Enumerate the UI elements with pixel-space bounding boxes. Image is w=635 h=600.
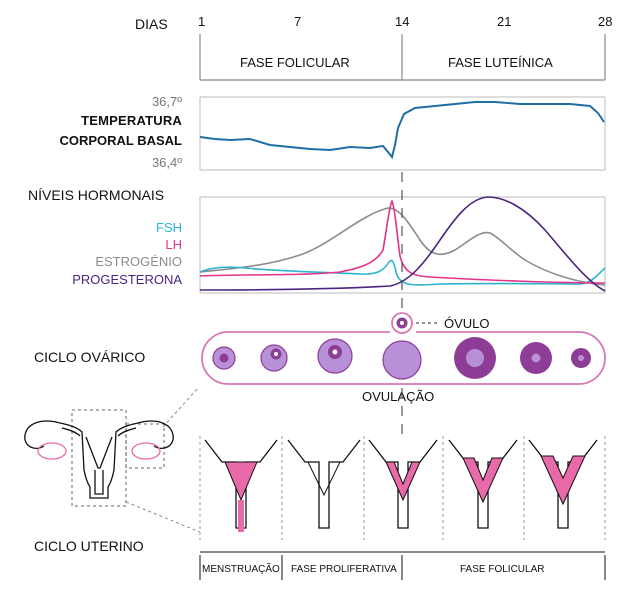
zoom-lines: [125, 387, 201, 533]
ovarian-capsule: [201, 331, 606, 385]
uterus-panel-5: [528, 439, 598, 529]
corpus-luteum-1: [454, 337, 496, 379]
uterine-dividers: [199, 436, 606, 540]
legend-progesterone: PROGESTERONA: [72, 272, 182, 287]
ovarian-cycle-label: CICLO OVÁRICO: [34, 349, 146, 365]
corpus-albicans: [571, 348, 591, 368]
phase-luteal-label: FASE LUTEÍNICA: [448, 55, 553, 70]
uterine-phase-menstruation: MENSTRUAÇÃO: [202, 564, 280, 575]
temp-high-label: 36,7º: [151, 94, 182, 109]
ovarian-capsule-gap: [390, 328, 416, 336]
temp-label-line2: CORPORAL BASAL: [59, 133, 182, 148]
temp-label-line1: TEMPERATURA: [81, 113, 182, 128]
uterine-cycle-label: CICLO UTERINO: [34, 538, 144, 554]
uterine-phase-follicular: FASE FOLICULAR: [460, 564, 545, 575]
temp-low-label: 36,4º: [151, 155, 182, 170]
legend-estrogen: ESTROGÉNIO: [95, 254, 182, 269]
phase-follicular-label: FASE FOLICULAR: [240, 55, 350, 70]
uterus-panel-3: [368, 439, 438, 529]
estrogen-line: [199, 207, 606, 286]
uterus-panel-2: [287, 439, 361, 529]
ovum-label: ÓVULO: [444, 316, 490, 331]
day-tick-28: 28: [598, 14, 613, 29]
ovulation-label: OVULAÇÃO: [362, 389, 435, 404]
ruptured-follicle: [382, 340, 422, 380]
ovum: [391, 312, 440, 334]
day-tick-14: 14: [395, 14, 410, 29]
uterine-phase-proliferative: FASE PROLIFERATIVA: [291, 564, 397, 575]
follicle-3: [317, 338, 353, 374]
day-tick-7: 7: [294, 14, 302, 29]
uterus-panel-1: [204, 439, 278, 532]
temperature-chart-frame: [199, 96, 606, 171]
hormone-chart-frame: [199, 196, 606, 294]
uterus-panel-4: [448, 439, 518, 529]
day-tick-1: 1: [198, 14, 206, 29]
follicle-1: [212, 346, 236, 370]
uterus-illustration: [24, 409, 174, 507]
follicle-2: [260, 344, 288, 372]
progesterone-line: [199, 196, 606, 292]
days-label: DIAS: [135, 16, 168, 32]
legend-fsh: FSH: [156, 220, 182, 235]
fsh-line: [199, 259, 606, 286]
legend-lh: LH: [165, 237, 182, 252]
day-tick-21: 21: [497, 14, 512, 29]
hormones-title: NÍVEIS HORMONAIS: [28, 187, 165, 203]
temperature-line: [199, 101, 605, 160]
corpus-luteum-2: [520, 342, 552, 374]
lh-line: [199, 199, 606, 284]
